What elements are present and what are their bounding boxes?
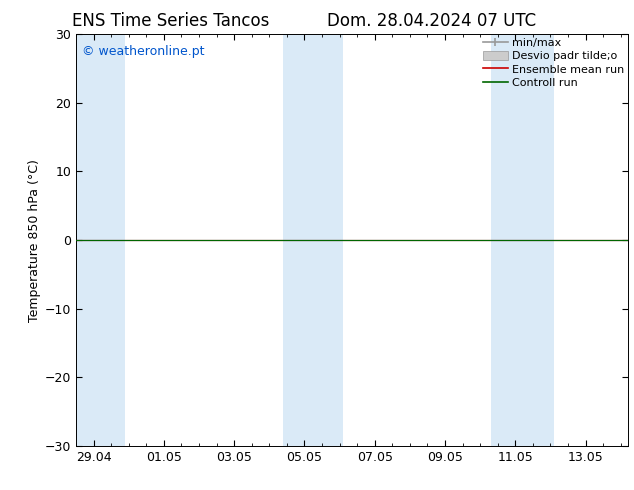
Text: Dom. 28.04.2024 07 UTC: Dom. 28.04.2024 07 UTC [327,12,536,30]
Text: ENS Time Series Tancos: ENS Time Series Tancos [72,12,270,30]
Text: © weatheronline.pt: © weatheronline.pt [82,45,204,58]
Legend: min/max, Desvio padr tilde;o, Ensemble mean run, Controll run: min/max, Desvio padr tilde;o, Ensemble m… [481,35,626,90]
Y-axis label: Temperature 850 hPa (°C): Temperature 850 hPa (°C) [28,159,41,321]
Bar [283,34,343,446]
Bar [76,34,126,446]
Bar [491,34,554,446]
